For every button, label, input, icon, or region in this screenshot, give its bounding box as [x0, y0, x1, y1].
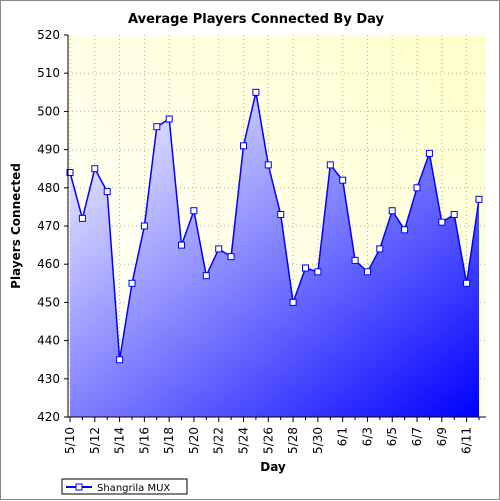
data-point — [128, 279, 136, 287]
data-point — [314, 268, 322, 276]
x-tick-label: 5/22 — [212, 427, 226, 454]
legend: Shangrila MUX — [61, 478, 188, 495]
data-point — [78, 214, 86, 222]
x-tick-label: 5/16 — [137, 427, 151, 454]
y-tick-label: 510 — [37, 66, 60, 80]
y-axis-ticks: 420 430 440 450 460 470 480 490 500 510 520 — [37, 28, 68, 424]
data-point — [240, 142, 247, 150]
y-tick-label: 450 — [37, 295, 60, 309]
legend-box — [61, 478, 188, 495]
data-point — [153, 123, 161, 131]
legend-label: Shangrila MUX — [97, 483, 170, 494]
series-line — [69, 92, 480, 360]
data-point — [165, 115, 173, 123]
x-tick-label: 5/28 — [286, 427, 300, 454]
y-axis-title: Players Connected — [9, 163, 23, 289]
x-tick-label: 6/9 — [435, 427, 449, 446]
data-point — [66, 169, 74, 176]
x-tick-label: 5/18 — [162, 427, 176, 454]
data-point — [227, 253, 235, 261]
data-point — [252, 88, 260, 96]
data-point — [103, 188, 111, 196]
y-tick-label: 490 — [37, 143, 60, 157]
x-tick-label: 6/1 — [336, 427, 350, 446]
data-point — [264, 161, 272, 169]
data-point — [401, 226, 409, 234]
data-point — [326, 161, 334, 169]
data-point — [388, 207, 396, 215]
x-tick-label: 5/24 — [237, 427, 251, 454]
x-tick-label: 5/12 — [88, 427, 102, 454]
data-point — [351, 256, 359, 264]
y-tick-label: 500 — [37, 104, 60, 118]
data-point — [450, 211, 458, 218]
x-tick-label: 5/10 — [63, 427, 77, 454]
data-point — [376, 245, 384, 253]
data-point — [302, 264, 309, 272]
data-point — [277, 211, 285, 218]
data-point — [425, 149, 433, 157]
x-tick-label: 5/14 — [113, 427, 127, 454]
x-tick-label: 6/3 — [360, 427, 374, 446]
x-tick-label: 5/26 — [261, 427, 275, 454]
x-axis-title: Day — [260, 460, 286, 474]
data-point — [475, 195, 483, 203]
x-axis-ticks: 5/10 5/12 5/14 5/16 5/18 5/20 5/22 5/24 5/26 5/28… — [63, 417, 480, 454]
y-tick-label: 430 — [37, 372, 60, 386]
data-point — [91, 165, 99, 173]
y-tick-label: 480 — [37, 181, 60, 195]
x-tick-label: 5/20 — [187, 427, 201, 454]
data-point — [116, 356, 124, 364]
y-tick-label: 470 — [37, 219, 60, 233]
x-tick-label: 6/5 — [385, 427, 399, 446]
y-tick-label: 520 — [37, 28, 60, 42]
series-markers — [66, 88, 483, 364]
x-tick-label: 6/11 — [460, 427, 474, 454]
data-point — [364, 268, 371, 276]
data-point — [202, 272, 210, 280]
data-point — [140, 222, 148, 230]
data-point — [339, 176, 347, 184]
data-point — [438, 218, 446, 226]
chart-title: Average Players Connected By Day — [128, 12, 384, 27]
data-point — [289, 298, 297, 306]
data-point — [215, 245, 223, 253]
series-area — [70, 92, 479, 418]
data-point — [463, 279, 471, 287]
data-point — [190, 207, 198, 215]
y-tick-label: 420 — [37, 410, 60, 424]
data-point — [178, 241, 185, 249]
data-point — [413, 184, 421, 192]
y-tick-label: 460 — [37, 257, 60, 271]
x-tick-label: 6/7 — [410, 427, 424, 446]
y-tick-label: 440 — [37, 334, 60, 348]
legend-marker-swatch — [75, 483, 83, 491]
x-tick-label: 5/30 — [311, 427, 325, 454]
